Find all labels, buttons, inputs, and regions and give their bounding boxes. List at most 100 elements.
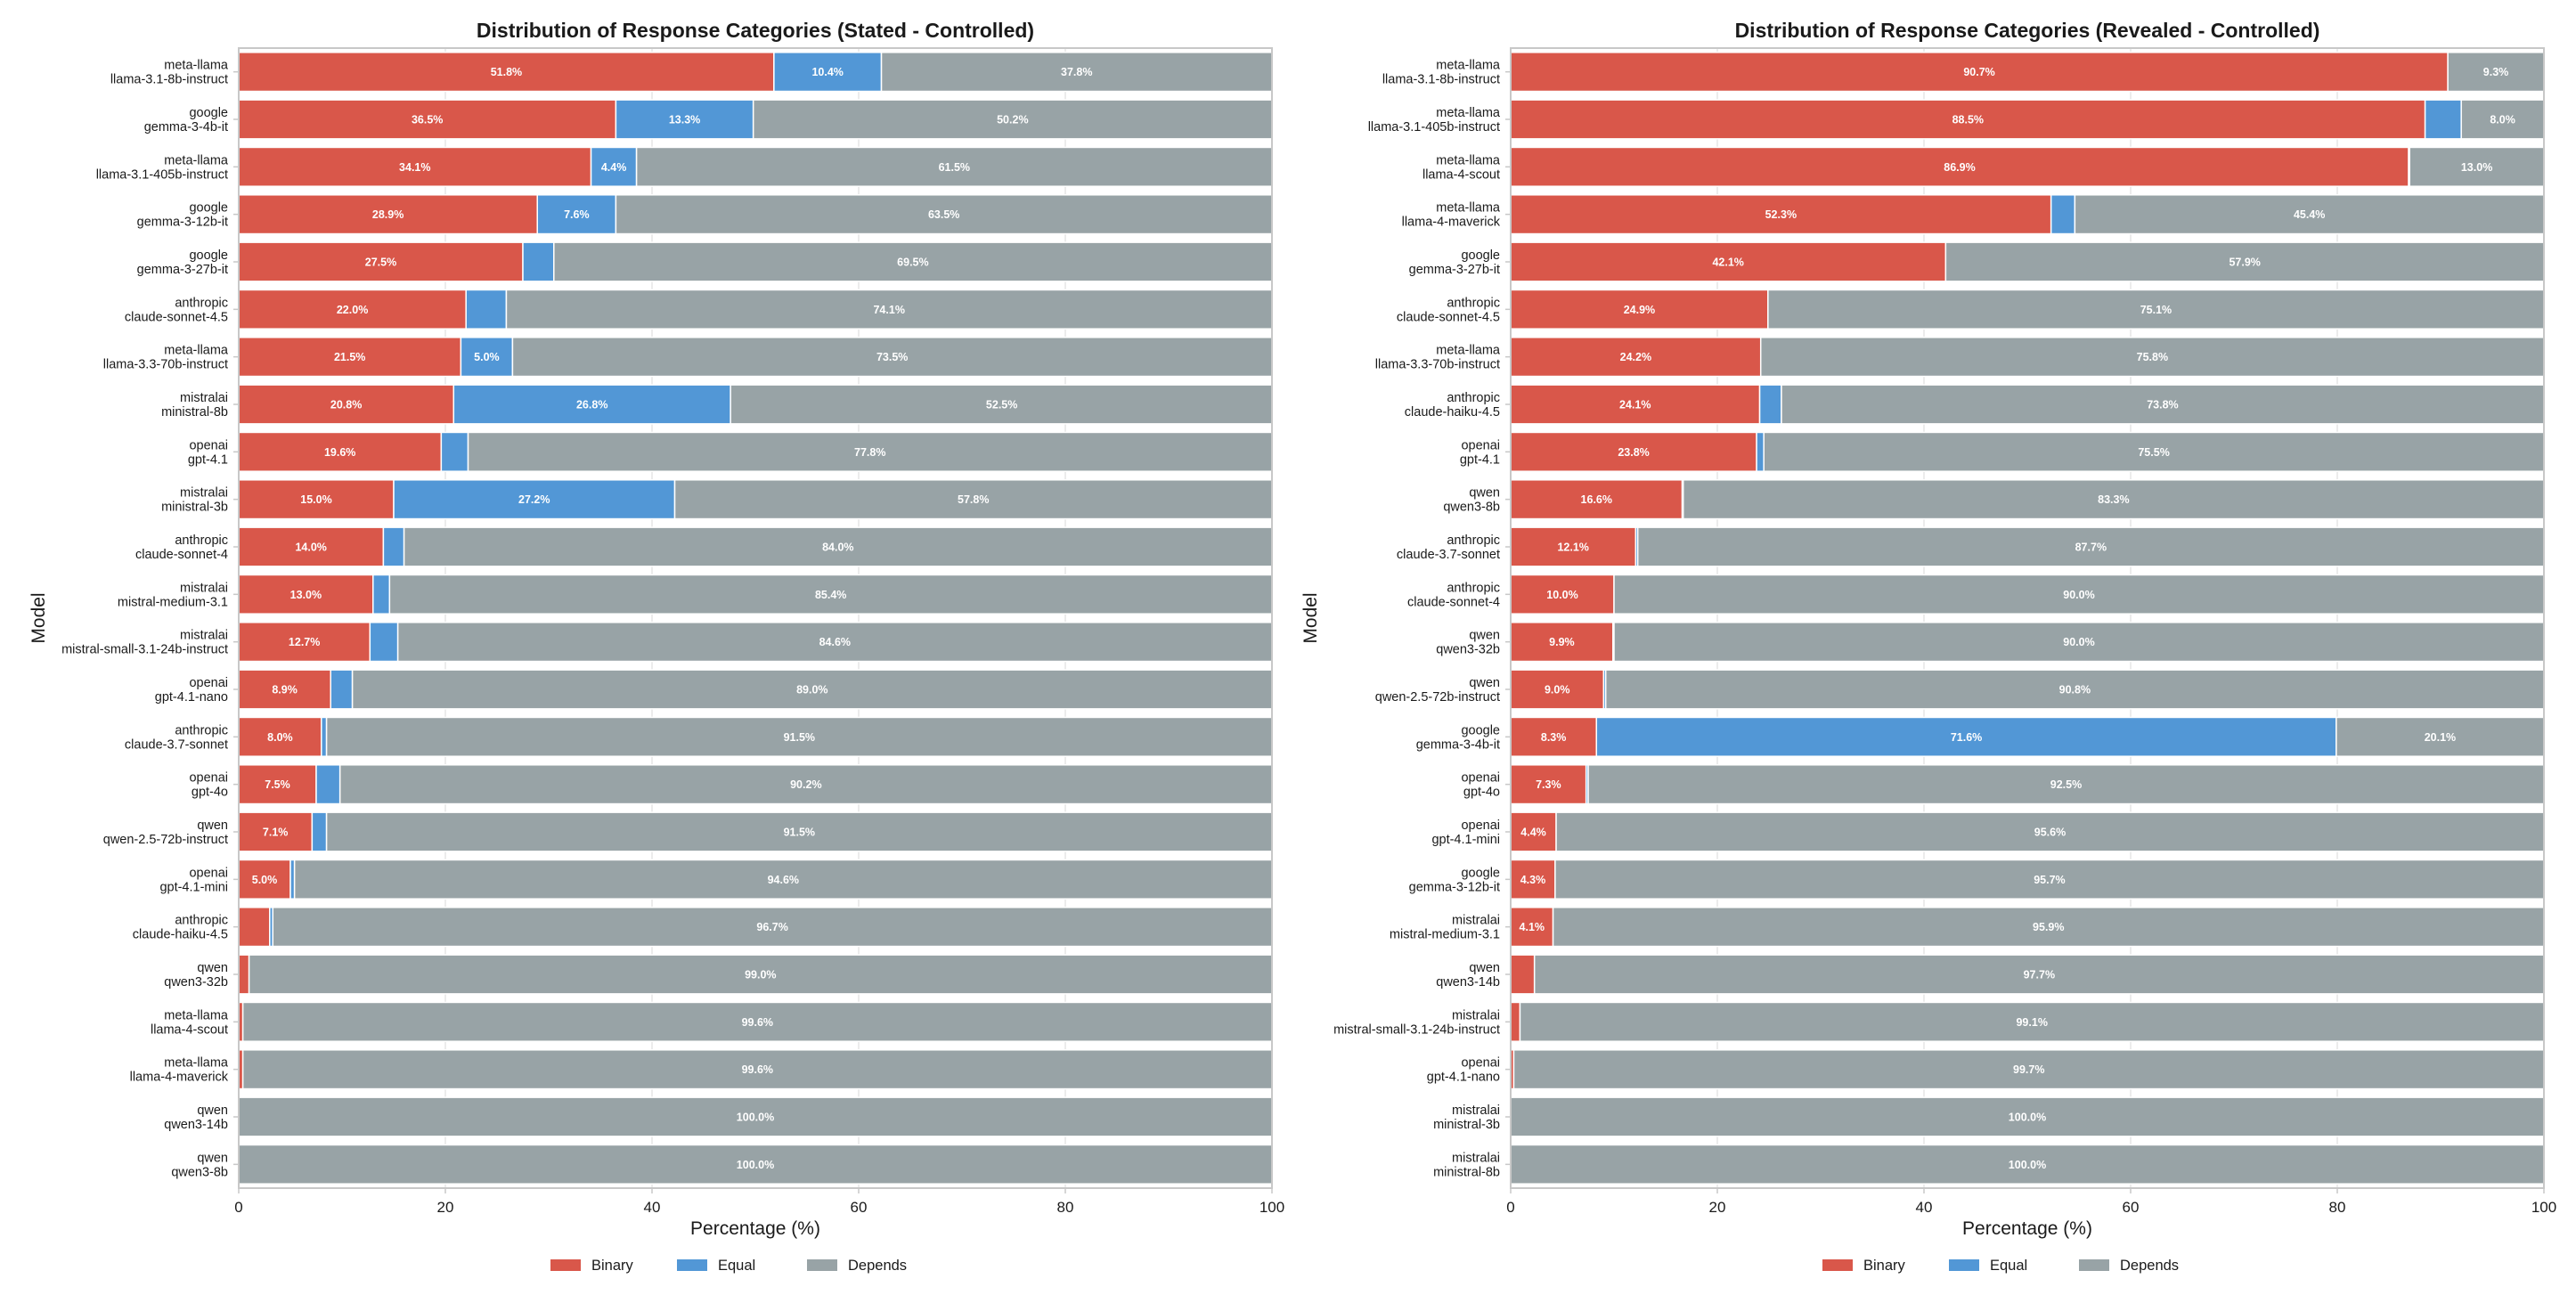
y-tick-label-model: gemma-3-27b-it (1409, 263, 1500, 277)
chart-panel-2: 90.7% 9.3%meta-llamallama-3.1-8b-instruct… (1300, 19, 2556, 1274)
bar-segment-depends (1554, 859, 2545, 900)
bar-row: 4.3% 95.7% (1510, 859, 2545, 900)
y-tick-label-model: qwen3-32b (164, 975, 228, 990)
y-tick-label-model: mistral-medium-3.1 (118, 595, 228, 609)
bar-segment-depends (388, 574, 1273, 615)
data-label: 4.3% (1520, 874, 1546, 886)
bar-segment-depends (1510, 1096, 2545, 1137)
y-tick-label-provider: mistralai (180, 629, 228, 643)
bar-segment-equal (2050, 194, 2076, 235)
bar-segment-binary (1510, 1001, 1521, 1042)
data-label: 5.0% (474, 351, 500, 363)
y-tick-label-model: ministral-8b (1433, 1165, 1500, 1179)
data-label: 74.1% (873, 304, 904, 316)
y-tick-label-model: llama-3.1-8b-instruct (1382, 73, 1500, 87)
data-label: 99.6% (742, 1063, 773, 1076)
y-tick-label-model: llama-3.1-405b-instruct (1368, 120, 1500, 134)
bar-row: 7.1% 91.5% (238, 811, 1273, 852)
legend-swatch-equal (1949, 1259, 1979, 1271)
data-label: 83.3% (2098, 493, 2129, 506)
bar-segment-binary (1510, 146, 2409, 187)
bar-segment-depends (238, 1096, 1273, 1137)
data-label: 94.6% (768, 874, 799, 886)
y-tick-label-model: gemma-3-12b-it (1409, 880, 1500, 894)
y-tick-label-model: qwen3-32b (1436, 643, 1500, 657)
bar-row: 36.5% 13.3% 50.2% (238, 99, 1273, 140)
data-label: 9.9% (1549, 636, 1575, 648)
bar-segment-binary (1510, 764, 1587, 805)
y-tick-label-model: llama-4-scout (151, 1022, 228, 1037)
bar-segment-depends (1944, 241, 2545, 282)
y-tick-label-model: gpt-4.1 (1460, 452, 1500, 467)
data-label: 100.0% (2009, 1112, 2046, 1124)
bar-row: 19.6% 77.8% (238, 431, 1273, 472)
bar-row: 7.5% 90.2% (238, 764, 1273, 805)
data-label: 77.8% (854, 446, 885, 459)
data-label: 37.8% (1061, 66, 1092, 78)
y-tick-label-model: gemma-3-4b-it (1416, 737, 1500, 752)
data-label: 20.8% (330, 399, 362, 411)
y-tick-label-provider: mistralai (1452, 1151, 1500, 1165)
data-label: 100.0% (2009, 1159, 2046, 1171)
data-label: 8.9% (272, 684, 298, 696)
bar-row: 14.0% 84.0% (238, 526, 1273, 567)
data-label: 8.0% (2490, 114, 2515, 126)
data-label: 95.6% (2034, 827, 2066, 839)
bar-segment-binary (1510, 384, 1761, 425)
data-label: 99.6% (742, 1016, 773, 1029)
data-label: 90.8% (2059, 684, 2091, 696)
y-tick-label-model: claude-sonnet-4.5 (1397, 310, 1500, 324)
bar-segment-binary (1510, 479, 1683, 520)
y-tick-label-model: ministral-3b (161, 501, 228, 515)
y-tick-label-provider: qwen (1469, 629, 1500, 643)
y-tick-label-model: claude-3.7-sonnet (1397, 548, 1500, 562)
bar-row: 12.1% 87.7% (1510, 526, 2545, 567)
data-label: 13.0% (290, 589, 322, 601)
data-label: 84.0% (822, 542, 853, 554)
data-label: 57.9% (2229, 257, 2260, 269)
y-tick-label-model: qwen3-8b (1443, 501, 1500, 515)
y-tick-label-model: llama-4-scout (1423, 167, 1500, 182)
data-label: 34.1% (399, 161, 430, 174)
bar-segment-depends (2336, 716, 2545, 757)
y-tick-label-provider: anthropic (175, 723, 228, 737)
y-tick-label-model: gpt-4.1-nano (155, 690, 228, 705)
y-tick-label-model: mistral-small-3.1-24b-instruct (1333, 1022, 1500, 1037)
data-label: 22.0% (337, 304, 368, 316)
x-tick-label: 0 (1506, 1199, 1514, 1216)
data-label: 13.3% (669, 114, 700, 126)
bar-segment-depends (248, 954, 1273, 995)
data-label: 7.5% (265, 778, 290, 791)
bar-segment-binary (1510, 859, 1556, 900)
bar-row: 51.8% 10.4% 37.8% (238, 52, 1273, 93)
legend-label-equal: Equal (718, 1258, 755, 1274)
data-label: 99.1% (2016, 1016, 2047, 1029)
y-tick-label-provider: openai (1461, 438, 1500, 452)
bar-segment-depends (2074, 194, 2545, 235)
bar-segment-binary (238, 716, 322, 757)
bar-segment-depends (272, 907, 1273, 948)
bar-row: 23.8% 75.5% (1510, 431, 2545, 472)
bar-segment-binary (238, 241, 524, 282)
bar-segment-binary (238, 526, 385, 567)
bar-segment-depends (1533, 954, 2545, 995)
y-tick-label-provider: meta-llama (164, 59, 229, 73)
x-tick-label: 0 (234, 1199, 242, 1216)
bar-row: 42.1% 57.9% (1510, 241, 2545, 282)
bar-segment-equal (440, 431, 469, 472)
bar-segment-binary (1510, 52, 2449, 93)
bar-segment-equal (460, 337, 514, 378)
y-tick-label-provider: anthropic (1447, 533, 1500, 548)
x-tick-label: 100 (1259, 1199, 1284, 1216)
legend-label-binary: Binary (1863, 1258, 1906, 1274)
bar-segment-equal (615, 99, 754, 140)
y-tick-label-model: claude-sonnet-4.5 (125, 310, 228, 324)
bar-segment-equal (369, 622, 399, 663)
bar-segment-depends (1636, 526, 2545, 567)
y-tick-label-provider: mistralai (1452, 1008, 1500, 1022)
legend-swatch-binary (550, 1259, 581, 1271)
data-label: 52.5% (986, 399, 1017, 411)
data-label: 90.2% (790, 778, 821, 791)
data-label: 95.9% (2033, 921, 2064, 933)
data-label: 24.2% (1620, 351, 1651, 363)
